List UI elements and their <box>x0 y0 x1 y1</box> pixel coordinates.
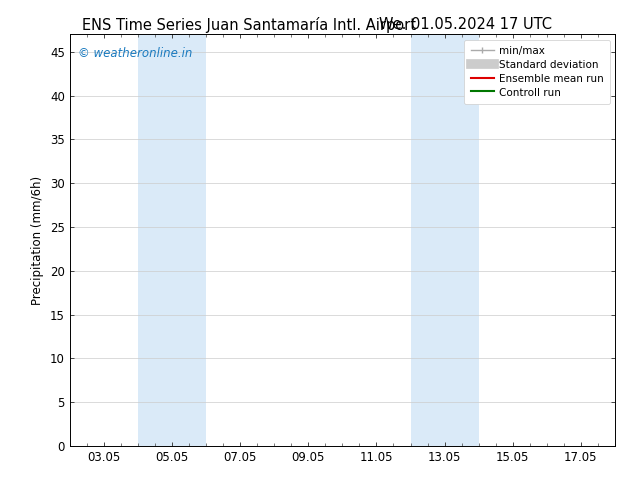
Text: © weatheronline.in: © weatheronline.in <box>78 47 192 60</box>
Bar <box>411 34 479 446</box>
Legend: min/max, Standard deviation, Ensemble mean run, Controll run: min/max, Standard deviation, Ensemble me… <box>464 40 610 104</box>
Text: We. 01.05.2024 17 UTC: We. 01.05.2024 17 UTC <box>378 17 552 32</box>
Y-axis label: Precipitation (mm/6h): Precipitation (mm/6h) <box>32 175 44 305</box>
Bar <box>138 34 206 446</box>
Text: ENS Time Series Juan Santamaría Intl. Airport: ENS Time Series Juan Santamaría Intl. Ai… <box>82 17 417 33</box>
